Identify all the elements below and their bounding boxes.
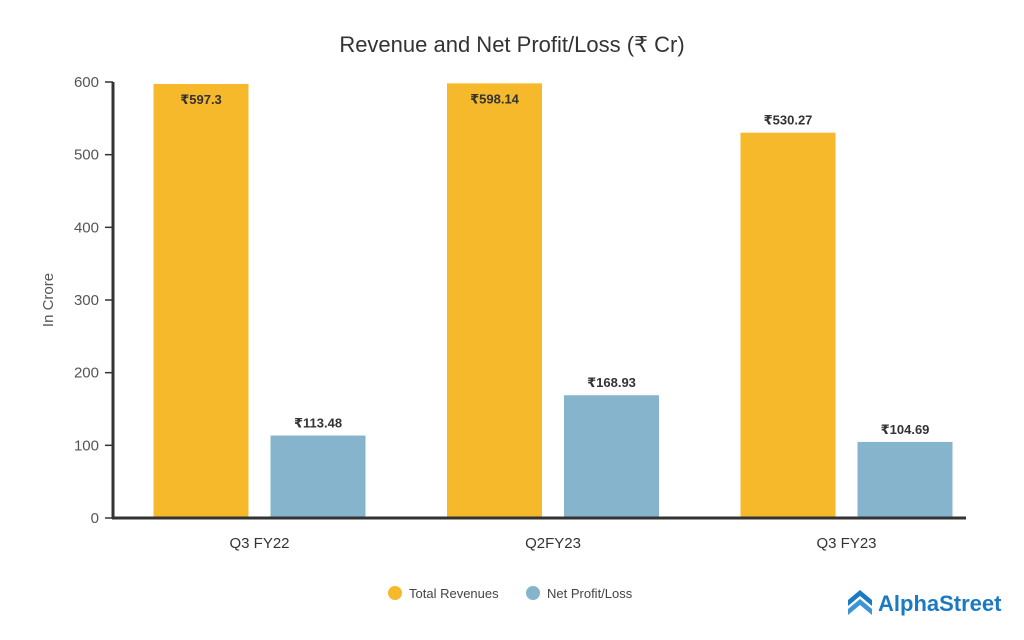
alphastreet-logo: AlphaStreet <box>848 590 1002 616</box>
y-tick-label: 400 <box>74 219 99 236</box>
legend-swatch-net-profit-loss <box>526 586 540 600</box>
data-labels-group: ₹597.3 ₹113.48 ₹598.14 ₹168.93 ₹530.27 ₹104.6… <box>180 91 929 437</box>
data-label: ₹168.93 <box>587 375 636 390</box>
y-tick-label: 300 <box>74 292 99 309</box>
bar-net-profit-loss <box>857 441 953 518</box>
bar-total-revenues <box>740 132 836 518</box>
y-axis-label: In Crore <box>40 273 57 327</box>
alphastreet-logo-text: AlphaStreet <box>878 591 1002 616</box>
bar-net-profit-loss <box>564 395 659 518</box>
data-label: ₹113.48 <box>294 416 342 431</box>
legend-swatch-total-revenues <box>388 586 402 600</box>
y-tick-label: 0 <box>91 510 99 527</box>
y-tick-label: 200 <box>74 365 99 382</box>
alphastreet-logo-icon <box>848 590 872 615</box>
bar-total-revenues <box>447 83 542 519</box>
legend-label: Net Profit/Loss <box>547 586 633 601</box>
x-axis-labels: Q3 FY22 Q2FY23 Q3 FY23 <box>229 535 876 552</box>
y-tick-label: 500 <box>74 147 99 164</box>
y-axis-ticks: 0 100 200 300 400 500 600 <box>74 74 113 527</box>
legend-label: Total Revenues <box>409 586 499 601</box>
bar-total-revenues <box>153 83 249 518</box>
x-category-label: Q3 FY23 <box>816 535 876 552</box>
data-label: ₹598.14 <box>470 91 520 106</box>
data-label: ₹104.69 <box>881 422 930 437</box>
legend: Total Revenues Net Profit/Loss <box>388 586 633 601</box>
data-label: ₹530.27 <box>764 113 813 128</box>
y-tick-label: 100 <box>74 437 99 454</box>
y-tick-label: 600 <box>74 74 99 91</box>
chart-title: Revenue and Net Profit/Loss (₹ Cr) <box>339 32 684 57</box>
bar-net-profit-loss <box>270 435 366 518</box>
x-category-label: Q2FY23 <box>525 535 581 552</box>
bars-group <box>153 83 953 519</box>
data-label: ₹597.3 <box>180 92 222 107</box>
x-category-label: Q3 FY22 <box>229 535 289 552</box>
